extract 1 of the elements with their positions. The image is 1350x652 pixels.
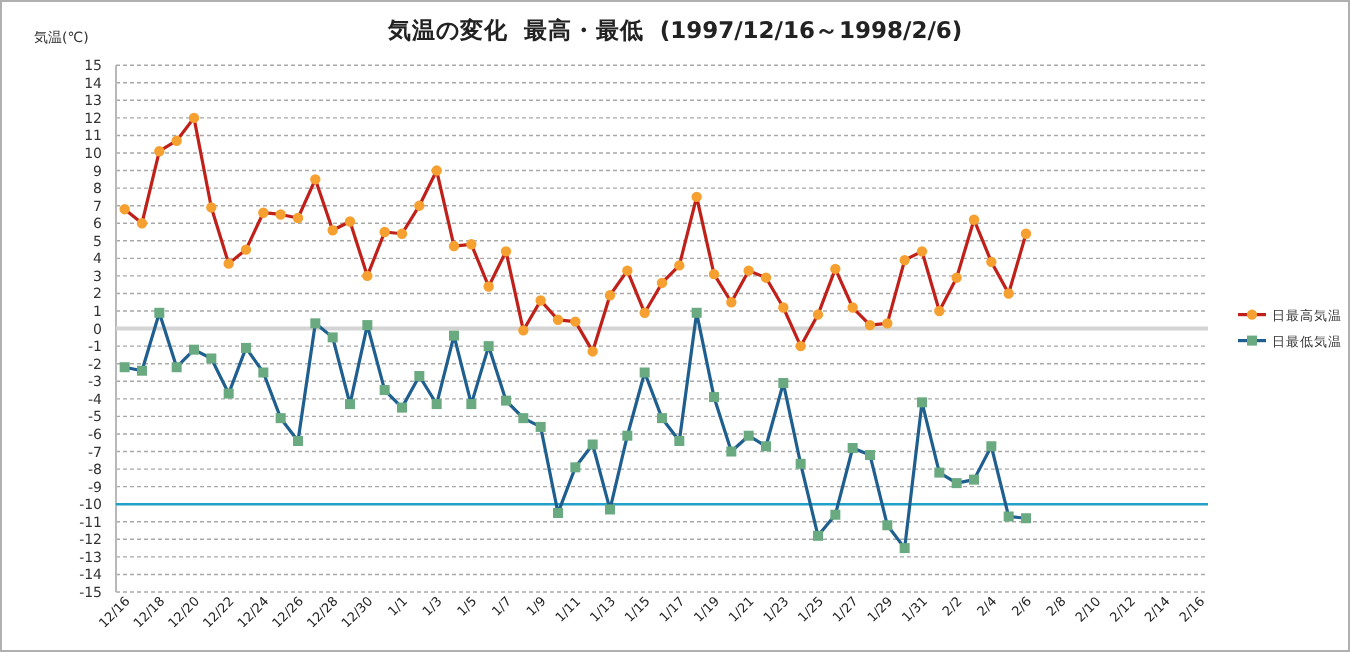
chart-title: 気温の変化 最高・最低 (1997/12/16～1998/2/6) bbox=[385, 16, 963, 44]
